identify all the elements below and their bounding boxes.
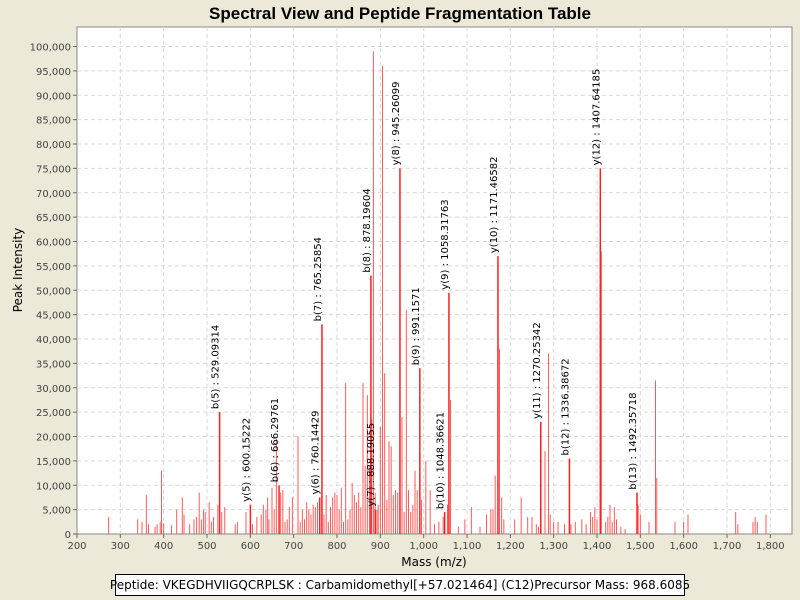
x-tick-label: 600 — [241, 541, 260, 552]
x-tick-label: 1,800 — [756, 541, 785, 552]
x-tick-label: 1,200 — [496, 541, 525, 552]
peak-label: y(6) : 760.14429 — [311, 411, 322, 495]
x-tick-label: 1,400 — [583, 541, 612, 552]
y-tick-label: 75,000 — [36, 164, 71, 175]
spectrum-chart: 0 5,000 10,000 15,000 20,000 25,000 30,000 35,0… — [11, 4, 793, 569]
y-tick-label: 95,000 — [36, 67, 71, 78]
peak-label: y(5) : 600.15222 — [241, 418, 252, 502]
x-tick-label: 500 — [197, 541, 216, 552]
y-tick-label: 55,000 — [36, 262, 71, 273]
peptide-text: Peptide: VKEGDHVIIGQCRPLSK : Carbamidome… — [109, 578, 535, 592]
y-tick-label: 40,000 — [36, 335, 71, 346]
y-tick-label: 70,000 — [36, 189, 71, 200]
chart-title: Spectral View and Peptide Fragmentation … — [209, 4, 591, 23]
y-axis-ticks: 0 5,000 10,000 15,000 20,000 25,000 30,000 35,0… — [30, 43, 77, 541]
x-tick-label: 1,300 — [539, 541, 568, 552]
y-tick-label: 90,000 — [36, 91, 71, 102]
x-tick-label: 800 — [327, 541, 346, 552]
x-tick-label: 1,100 — [453, 541, 482, 552]
peak-label: b(13) : 1492.35718 — [628, 393, 639, 490]
y-axis-label: Peak Intensity — [11, 228, 25, 313]
y-tick-label: 25,000 — [36, 408, 71, 419]
peak-label: b(6) : 666.29761 — [270, 398, 281, 482]
y-tick-label: 10,000 — [36, 481, 71, 492]
x-axis-ticks: 200 300 400 500 600 700 800 900 1,000 1,100 1,200 1… — [67, 534, 785, 552]
peak-label: y(9) : 1058.31763 — [440, 199, 451, 289]
x-tick-label: 1,000 — [409, 541, 438, 552]
peak-label: b(9) : 991.1571 — [411, 287, 422, 365]
x-tick-label: 200 — [67, 541, 86, 552]
peak-label: b(10) : 1048.36621 — [436, 412, 447, 509]
peak-label: y(7) : 888.19055 — [366, 423, 377, 507]
y-tick-label: 80,000 — [36, 140, 71, 151]
y-tick-label: 60,000 — [36, 238, 71, 249]
y-tick-label: 50,000 — [36, 286, 71, 297]
peak-label: y(10) : 1171.46582 — [489, 157, 500, 254]
x-tick-label: 1,500 — [626, 541, 655, 552]
x-tick-label: 700 — [284, 541, 303, 552]
y-tick-label: 15,000 — [36, 457, 71, 468]
peak-label: b(7) : 765.25854 — [313, 237, 324, 321]
plot-area — [76, 26, 793, 535]
peak-label: y(8) : 945.26099 — [391, 81, 402, 165]
x-tick-label: 1,700 — [713, 541, 742, 552]
y-tick-label: 0 — [65, 530, 71, 541]
y-tick-label: 45,000 — [36, 311, 71, 322]
y-tick-label: 5,000 — [42, 506, 71, 517]
y-tick-label: 35,000 — [36, 359, 71, 370]
y-tick-label: 65,000 — [36, 213, 71, 224]
y-tick-label: 20,000 — [36, 433, 71, 444]
x-tick-label: 300 — [111, 541, 130, 552]
peaks — [108, 51, 767, 534]
x-tick-label: 900 — [371, 541, 390, 552]
y-tick-label: 85,000 — [36, 116, 71, 127]
x-tick-label: 400 — [154, 541, 173, 552]
peak-annotations: b(5) : 529.09314 y(5) : 600.15222 b(6) : 6… — [211, 69, 639, 534]
x-axis-label: Mass (m/z) — [401, 555, 466, 569]
peak-label: y(12) : 1407.64185 — [591, 69, 602, 166]
peak-label: b(8) : 878.19604 — [362, 188, 373, 272]
peptide-info-box: Peptide: VKEGDHVIIGQCRPLSK : Carbamidome… — [110, 574, 690, 596]
y-tick-label: 100,000 — [30, 43, 71, 54]
peak-label: b(5) : 529.09314 — [211, 325, 222, 409]
gridlines — [77, 27, 792, 534]
y-tick-label: 30,000 — [36, 384, 71, 395]
x-tick-label: 1,600 — [669, 541, 698, 552]
precursor-mass-text: Precursor Mass: 968.6085 — [534, 578, 691, 592]
peak-label: b(12) : 1336.38672 — [560, 358, 571, 455]
peak-label: y(11) : 1270.25342 — [532, 322, 543, 419]
